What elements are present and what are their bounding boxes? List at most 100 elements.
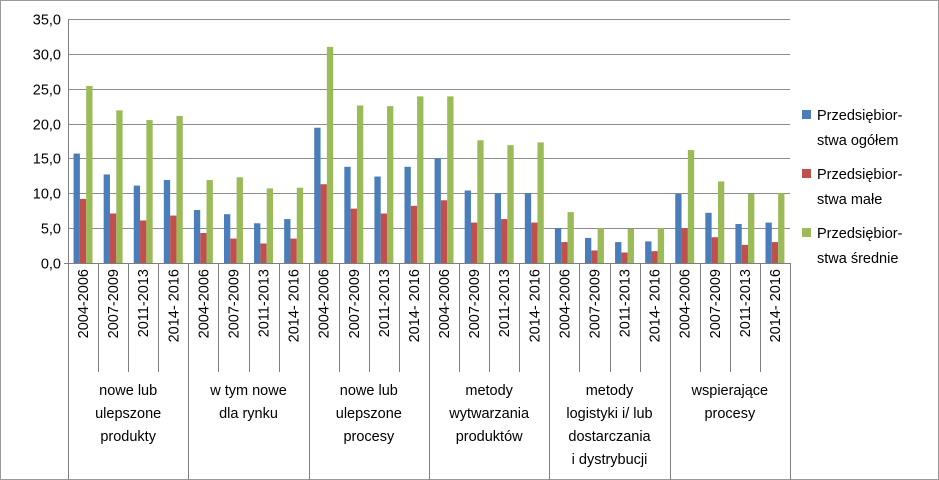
x-tick-label: 2007-2009 [587,269,603,338]
group-label: dla rynku [219,406,278,422]
bar [290,238,297,263]
bar [350,208,357,263]
bar [236,177,243,263]
bar [374,176,381,263]
bar [705,212,712,263]
bar [501,219,508,263]
legend-label: stwa małe [817,192,882,208]
x-tick-label: 2014- 2016 [648,269,664,342]
group-label: produktów [456,429,523,445]
bar [657,228,665,263]
group-label: ulepszone [95,406,161,422]
x-tick-label: 2007-2009 [106,269,122,338]
group-label: nowe lub [99,383,157,399]
x-tick-label: 2004-2006 [437,269,453,338]
bar [356,105,364,263]
x-tick-label: 2014- 2016 [768,269,784,342]
group-label: metody [586,383,634,399]
x-tick-label: 2014- 2016 [527,269,543,342]
bar [470,222,478,263]
legend-swatch [802,169,811,178]
bar [735,223,742,263]
bar [176,115,183,264]
bar [140,220,147,263]
bar [507,145,514,263]
bar [326,46,334,263]
bar [116,110,123,263]
bar [344,166,351,263]
bar [778,193,785,263]
bar [170,215,177,263]
legend-label: Przedsiębior- [817,167,903,183]
group-label: produkty [100,429,156,445]
legend-label: Przedsiębior- [817,108,903,124]
y-tick-label: 0,0 [41,257,61,273]
x-tick-label: 2014- 2016 [407,269,423,342]
bar [193,210,201,263]
bar [410,205,418,263]
legend-label: stwa ogółem [817,133,898,149]
y-tick-label: 15,0 [33,152,61,168]
bar [320,184,327,263]
legend-swatch [802,110,811,119]
y-tick-label: 5,0 [41,222,61,238]
bar [206,180,213,263]
bar [494,193,502,263]
bar [254,223,261,263]
x-tick-label: 2004-2006 [76,269,92,338]
legend-label: stwa średnie [817,251,898,267]
x-tick-label: 2007-2009 [708,269,724,338]
bar [591,250,598,263]
legend-label: Przedsiębior- [817,226,903,242]
bar [73,153,80,263]
bar [597,228,604,263]
x-tick-label: 2011-2013 [377,269,393,337]
group-label: metody [465,383,513,399]
bar [447,96,454,263]
bar [765,222,772,263]
bar [615,242,622,263]
bar [417,96,424,263]
group-label: ulepszone [336,406,402,422]
x-tick-label: 2011-2013 [497,269,513,337]
bar [537,142,544,263]
bar [627,228,635,263]
group-label: procesy [343,429,395,445]
bar [380,213,388,263]
x-tick-label: 2004-2006 [678,269,694,338]
x-tick-label: 2007-2009 [347,269,363,338]
group-label: wspierające [691,383,769,399]
x-tick-label: 2007-2009 [226,269,242,338]
bar [103,174,110,263]
x-tick-label: 2007-2009 [467,269,483,338]
bar [230,238,237,263]
bar [687,150,695,263]
group-label: w tym nowe [209,383,287,399]
group-label: dostarczania [568,429,651,445]
group-label: nowe lub [340,383,398,399]
group-label: i dystrybucji [572,452,648,468]
y-tick-label: 20,0 [33,118,61,134]
x-tick-label: 2004-2006 [196,269,212,338]
x-tick-label: 2004-2006 [317,269,333,338]
bar [434,158,441,263]
y-tick-label: 25,0 [33,83,61,99]
bar [531,222,538,263]
bar [771,242,779,263]
bar [524,193,532,263]
bar [260,243,267,263]
bar [477,140,484,263]
x-tick-label: 2011-2013 [136,269,152,337]
group-label: logistyki i/ lub [566,406,652,422]
bar [404,166,411,263]
x-tick-label: 2014- 2016 [166,269,182,342]
bar [163,180,171,263]
bar [651,251,658,263]
bar [79,198,87,263]
y-tick-label: 10,0 [33,187,61,203]
bar [146,120,153,263]
x-tick-label: 2004-2006 [557,269,573,338]
bar [464,190,471,263]
bar [109,213,117,263]
